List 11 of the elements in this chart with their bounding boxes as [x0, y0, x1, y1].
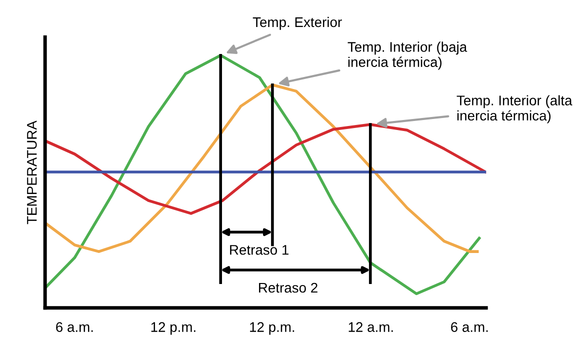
x-tick-label: 6 a.m. [56, 322, 93, 332]
y-axis-title: TEMPERATURA [27, 120, 37, 224]
x-tick-label: 12 p.m. [151, 322, 196, 335]
x-tick-label: 12 p.m. [250, 322, 294, 335]
x-tick-label: 12 a.m. [348, 322, 393, 332]
text: Temp. Exterior [252, 16, 342, 30]
annotation: Retraso 1 [230, 245, 288, 255]
annotation: Retraso 2 [259, 282, 318, 293]
x-tick-label: 6 a.m. [451, 322, 488, 332]
text: Temp. Interior (baja inercia térmica) [348, 42, 468, 70]
text: Temp. Interior (alta inercia térmica) [456, 95, 572, 124]
